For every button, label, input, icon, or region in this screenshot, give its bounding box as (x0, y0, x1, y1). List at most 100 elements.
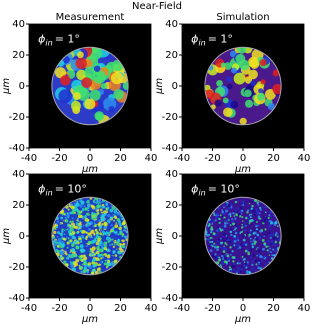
speckle (57, 237, 62, 242)
speckle (99, 208, 103, 212)
speckle (257, 249, 261, 253)
speckle (83, 266, 87, 271)
speckle (109, 245, 113, 249)
speckle (69, 239, 73, 243)
speckle (239, 229, 242, 232)
speckle (60, 257, 64, 261)
annotation: ϕin = 10° (191, 183, 240, 198)
speckle (222, 97, 229, 104)
speckle (79, 229, 83, 233)
speckle (256, 201, 259, 204)
speckle (241, 255, 244, 258)
speckle (250, 237, 252, 240)
speckle (104, 213, 107, 216)
speckle (204, 84, 211, 91)
speckle (76, 252, 79, 255)
speckle (79, 266, 83, 269)
speckle (106, 206, 110, 209)
speckle (93, 268, 95, 271)
speckle (241, 216, 244, 219)
speckle (59, 223, 62, 225)
speckle (84, 261, 88, 265)
speckle (234, 238, 237, 241)
speckle (268, 220, 271, 223)
x-tick-label: 20 (267, 153, 280, 164)
speckle (269, 228, 272, 230)
speckle (79, 240, 83, 243)
speckle (222, 263, 224, 265)
speckle (258, 88, 264, 94)
speckle (116, 239, 120, 243)
column-title: Simulation (216, 12, 269, 23)
speckle (67, 253, 71, 257)
speckle (98, 267, 101, 270)
y-tick-label: -20 (9, 262, 25, 273)
speckle (269, 251, 273, 254)
speckle (260, 79, 266, 85)
speckle (277, 235, 279, 237)
speckle (272, 236, 276, 240)
speckle (215, 234, 218, 237)
speckle (210, 231, 213, 234)
speckle (208, 245, 211, 248)
speckle (123, 235, 127, 238)
speckle (94, 213, 98, 217)
speckle (265, 245, 268, 248)
speckle (231, 67, 237, 74)
speckle (95, 257, 100, 261)
speckle (114, 259, 118, 263)
speckle (272, 69, 280, 77)
speckle (234, 231, 238, 235)
speckle (117, 233, 120, 236)
x-tick-label: 20 (267, 303, 280, 314)
speckle (241, 248, 245, 251)
x-axis-label: μm (81, 164, 98, 175)
speckle (239, 270, 243, 273)
speckle (103, 241, 108, 245)
x-axis-label: μm (81, 314, 98, 324)
speckle (101, 223, 104, 226)
speckle (251, 267, 254, 270)
speckle (243, 258, 246, 261)
speckle (115, 245, 120, 249)
speckle (98, 224, 101, 227)
y-tick-label: -20 (9, 112, 25, 123)
speckle (63, 213, 66, 216)
speckle (109, 216, 113, 220)
panel: -40 -20 0 20 40 -40 -20 0 20 40 μm μm ϕin = 1° (154, 19, 310, 175)
speckle (62, 254, 65, 257)
speckle (232, 265, 236, 269)
speckle (252, 254, 255, 257)
speckle (107, 259, 111, 263)
speckle (248, 271, 251, 274)
speckle (261, 259, 264, 262)
speckle (267, 240, 269, 243)
speckle (75, 243, 78, 246)
x-tick-label: 20 (114, 153, 127, 164)
speckle (91, 254, 94, 257)
speckle (237, 212, 241, 216)
speckle (216, 226, 219, 229)
speckle (267, 102, 275, 111)
speckle (229, 224, 232, 227)
speckle (91, 211, 94, 215)
speckle (254, 259, 258, 263)
speckle (103, 246, 108, 251)
speckle (275, 236, 278, 239)
speckle (240, 266, 243, 268)
speckle (53, 230, 57, 235)
x-tick-label: 0 (87, 153, 93, 164)
speckle (81, 208, 85, 212)
speckle (81, 263, 84, 266)
speckle (227, 207, 230, 210)
speckle (246, 211, 249, 214)
speckle (56, 220, 60, 223)
speckle (274, 249, 278, 253)
speckle (59, 232, 63, 236)
speckle (261, 265, 264, 268)
speckle (71, 220, 74, 223)
speckle (224, 212, 226, 214)
speckle (214, 219, 217, 222)
speckle (106, 248, 110, 253)
speckle (256, 255, 258, 257)
